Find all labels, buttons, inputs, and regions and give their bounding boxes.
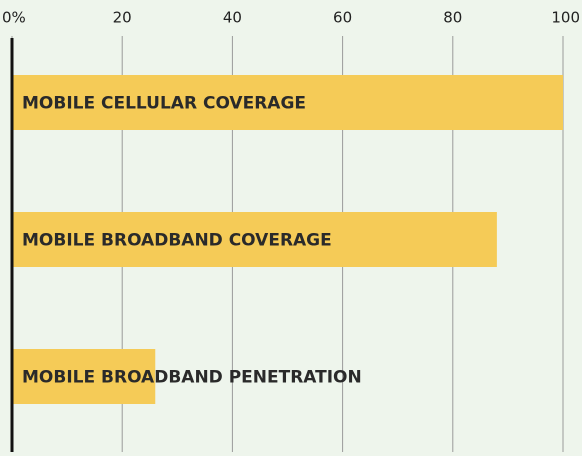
x-tick-label: 60 [333, 9, 352, 27]
bar-label: MOBILE CELLULAR COVERAGE [22, 94, 306, 114]
x-tick-label: 100 [551, 9, 580, 27]
x-tick-label: 0% [2, 9, 26, 27]
bar-label: MOBILE BROADBAND COVERAGE [22, 231, 332, 251]
bar [12, 349, 156, 404]
bar [12, 75, 563, 130]
x-tick-label: 40 [223, 9, 242, 27]
x-tick-label: 80 [443, 9, 462, 27]
bar [12, 212, 497, 267]
x-tick-label: 20 [113, 9, 132, 27]
bar-label: MOBILE BROADBAND PENETRATION [22, 368, 362, 388]
